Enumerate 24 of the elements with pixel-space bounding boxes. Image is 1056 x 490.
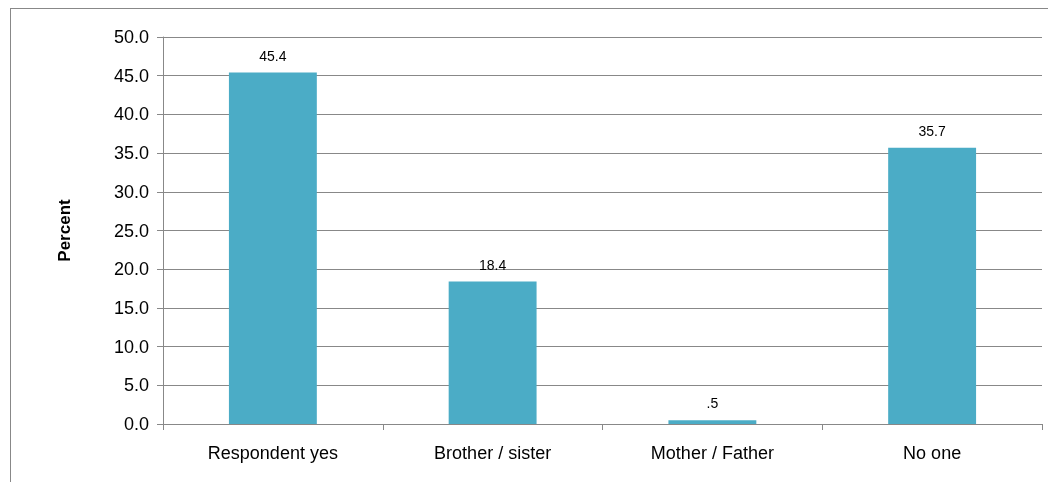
data-label: .5 xyxy=(706,395,719,412)
bar xyxy=(888,147,977,424)
y-tick-label: 15.0 xyxy=(113,297,149,318)
x-tick-label: No one xyxy=(903,443,962,463)
y-tick-label: 5.0 xyxy=(123,375,149,396)
data-label: 35.7 xyxy=(918,122,946,139)
y-tick-label: 50.0 xyxy=(113,27,149,47)
x-tick-label: Mother / Father xyxy=(650,443,774,463)
data-label: 18.4 xyxy=(479,256,507,273)
bar xyxy=(448,281,537,424)
y-tick-label: 40.0 xyxy=(113,104,149,125)
y-tick-label: 0.0 xyxy=(123,414,149,434)
y-tick-label: 20.0 xyxy=(113,259,149,280)
data-label: 45.4 xyxy=(259,47,287,64)
y-tick-label: 10.0 xyxy=(113,336,149,357)
bar xyxy=(668,420,757,424)
x-tick-label: Respondent yes xyxy=(207,443,338,463)
y-tick-label: 35.0 xyxy=(113,143,149,164)
bar xyxy=(228,72,317,424)
x-tick-label: Brother / sister xyxy=(434,443,552,463)
y-tick-label: 45.0 xyxy=(113,65,149,86)
y-axis-title: Percent xyxy=(55,198,74,262)
y-tick-label: 25.0 xyxy=(113,220,149,241)
y-tick-label: 30.0 xyxy=(113,181,149,202)
